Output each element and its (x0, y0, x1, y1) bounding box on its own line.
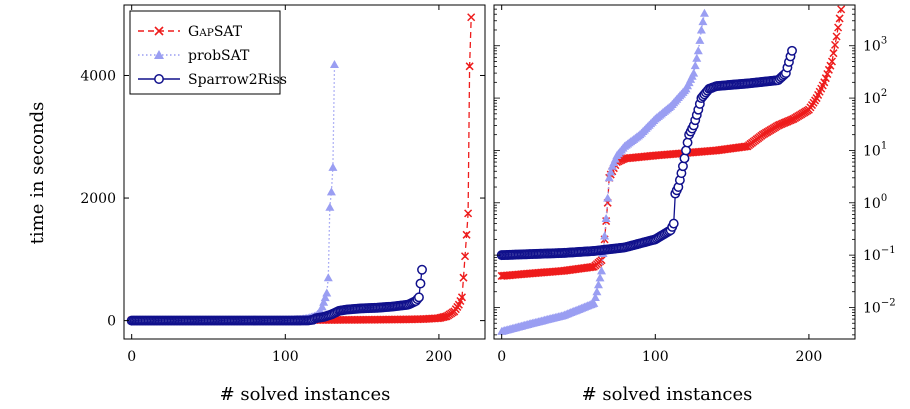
right-point-gapsat (827, 57, 836, 66)
left-y-tick-label: 0 (107, 314, 116, 330)
right-point-probsat (593, 280, 603, 289)
right-plot-frame (493, 4, 856, 340)
right-x-tick-label: 200 (796, 349, 823, 365)
left-point-probsat (326, 187, 336, 196)
left-point-gapsat (465, 62, 474, 71)
left-point-sparrow2riss (417, 264, 427, 275)
right-y-tick-label: 102 (863, 88, 887, 107)
right-point-gapsat (829, 49, 838, 58)
legend-marker-sparrow2riss (154, 74, 164, 84)
legend-label-probsat: probSAT (188, 48, 250, 64)
right-point-probsat (689, 68, 699, 77)
left-point-probsat (320, 293, 330, 302)
left-point-gapsat (464, 209, 473, 218)
right-point-probsat (699, 8, 709, 17)
legend-entry-gapsat: GAPSAT (138, 24, 243, 40)
right-point-probsat (695, 35, 705, 44)
right-y-tick-label: 10−2 (863, 297, 896, 316)
right-series-probsat (497, 8, 709, 335)
right-point-probsat (690, 61, 700, 70)
left-point-probsat (319, 297, 329, 306)
legend-marker-probsat (154, 50, 164, 59)
right-point-probsat (693, 46, 703, 55)
right-series-sparrow2riss (496, 45, 797, 261)
legend-entry-sparrow2riss: Sparrow2Riss (138, 72, 287, 88)
right-point-sparrow2riss (682, 137, 693, 148)
right-series-gapsat (497, 5, 846, 280)
right-point-sparrow2riss (668, 218, 679, 229)
right-point-gapsat (832, 32, 841, 41)
right-point-sparrow2riss (677, 161, 688, 172)
left-point-gapsat (457, 293, 466, 302)
right-point-probsat (597, 266, 607, 275)
legend-marker-gapsat (154, 26, 164, 36)
left-series-sparrow2riss (126, 264, 427, 326)
right-x-axis-label: # solved instances (582, 384, 753, 405)
left-point-sparrow2riss (415, 278, 426, 289)
left-point-gapsat (459, 273, 468, 282)
y-axis-label: time in seconds (27, 102, 48, 245)
right-point-probsat (595, 273, 605, 282)
left-point-gapsat (460, 252, 470, 261)
right-point-probsat (603, 193, 613, 202)
right-point-gapsat (586, 263, 595, 272)
left-point-sparrow2riss (413, 292, 424, 303)
right-point-probsat (590, 293, 600, 302)
legend: GAPSAT probSAT Sparrow2Riss (129, 10, 287, 95)
right-line-probsat (501, 13, 706, 333)
right-y-tick-label: 103 (863, 36, 887, 55)
right-point-probsat (589, 298, 599, 307)
left-x-tick-label: 100 (272, 349, 299, 365)
left-line-sparrow2riss (131, 269, 423, 322)
right-point-sparrow2riss (681, 145, 691, 156)
left-plot-frame (123, 4, 486, 340)
right-x-tick-label: 0 (497, 349, 506, 365)
left-y-tick-label: 2000 (80, 191, 116, 207)
left-point-probsat (323, 273, 333, 282)
left-point-probsat (325, 202, 335, 211)
left-line-probsat (131, 64, 336, 322)
left-point-probsat (322, 288, 332, 297)
right-point-sparrow2riss (679, 153, 690, 164)
right-point-gapsat (597, 256, 606, 265)
right-point-probsat (696, 25, 706, 34)
right-point-sparrow2riss (787, 45, 797, 56)
right-point-probsat (698, 17, 708, 26)
right-panel-log: 0 100 200 10−2 10−1 100 101 102 103 (493, 4, 896, 365)
left-point-probsat (328, 162, 338, 171)
left-x-axis-label: # solved instances (220, 384, 391, 405)
left-point-gapsat (467, 13, 476, 22)
left-y-tick-label: 4000 (80, 68, 116, 84)
right-y-tick-label: 100 (863, 193, 887, 212)
legend-label-gapsat: GAPSAT (188, 24, 243, 40)
right-point-gapsat (740, 142, 749, 151)
right-y-tick-label: 10−1 (863, 245, 896, 264)
right-point-probsat (592, 287, 602, 296)
left-x-tick-label: 200 (426, 349, 453, 365)
legend-label-sparrow2riss: Sparrow2Riss (188, 72, 287, 88)
left-point-gapsat (462, 230, 471, 239)
right-point-probsat (600, 231, 610, 240)
right-point-gapsat (835, 14, 844, 23)
right-point-probsat (604, 173, 614, 182)
right-point-gapsat (834, 23, 843, 32)
left-point-probsat (317, 302, 327, 311)
right-point-gapsat (830, 40, 840, 49)
legend-entry-probsat: probSAT (138, 48, 250, 64)
left-series-probsat (127, 59, 339, 325)
right-y-tick-label: 101 (863, 140, 887, 159)
left-x-tick-label: 0 (127, 349, 136, 365)
left-line-gapsat (131, 17, 472, 322)
right-point-gapsat (837, 5, 846, 14)
left-point-probsat (329, 59, 339, 68)
right-point-probsat (606, 167, 616, 176)
right-point-probsat (692, 53, 702, 62)
right-x-tick-label: 100 (642, 349, 669, 365)
right-point-probsat (601, 214, 611, 223)
